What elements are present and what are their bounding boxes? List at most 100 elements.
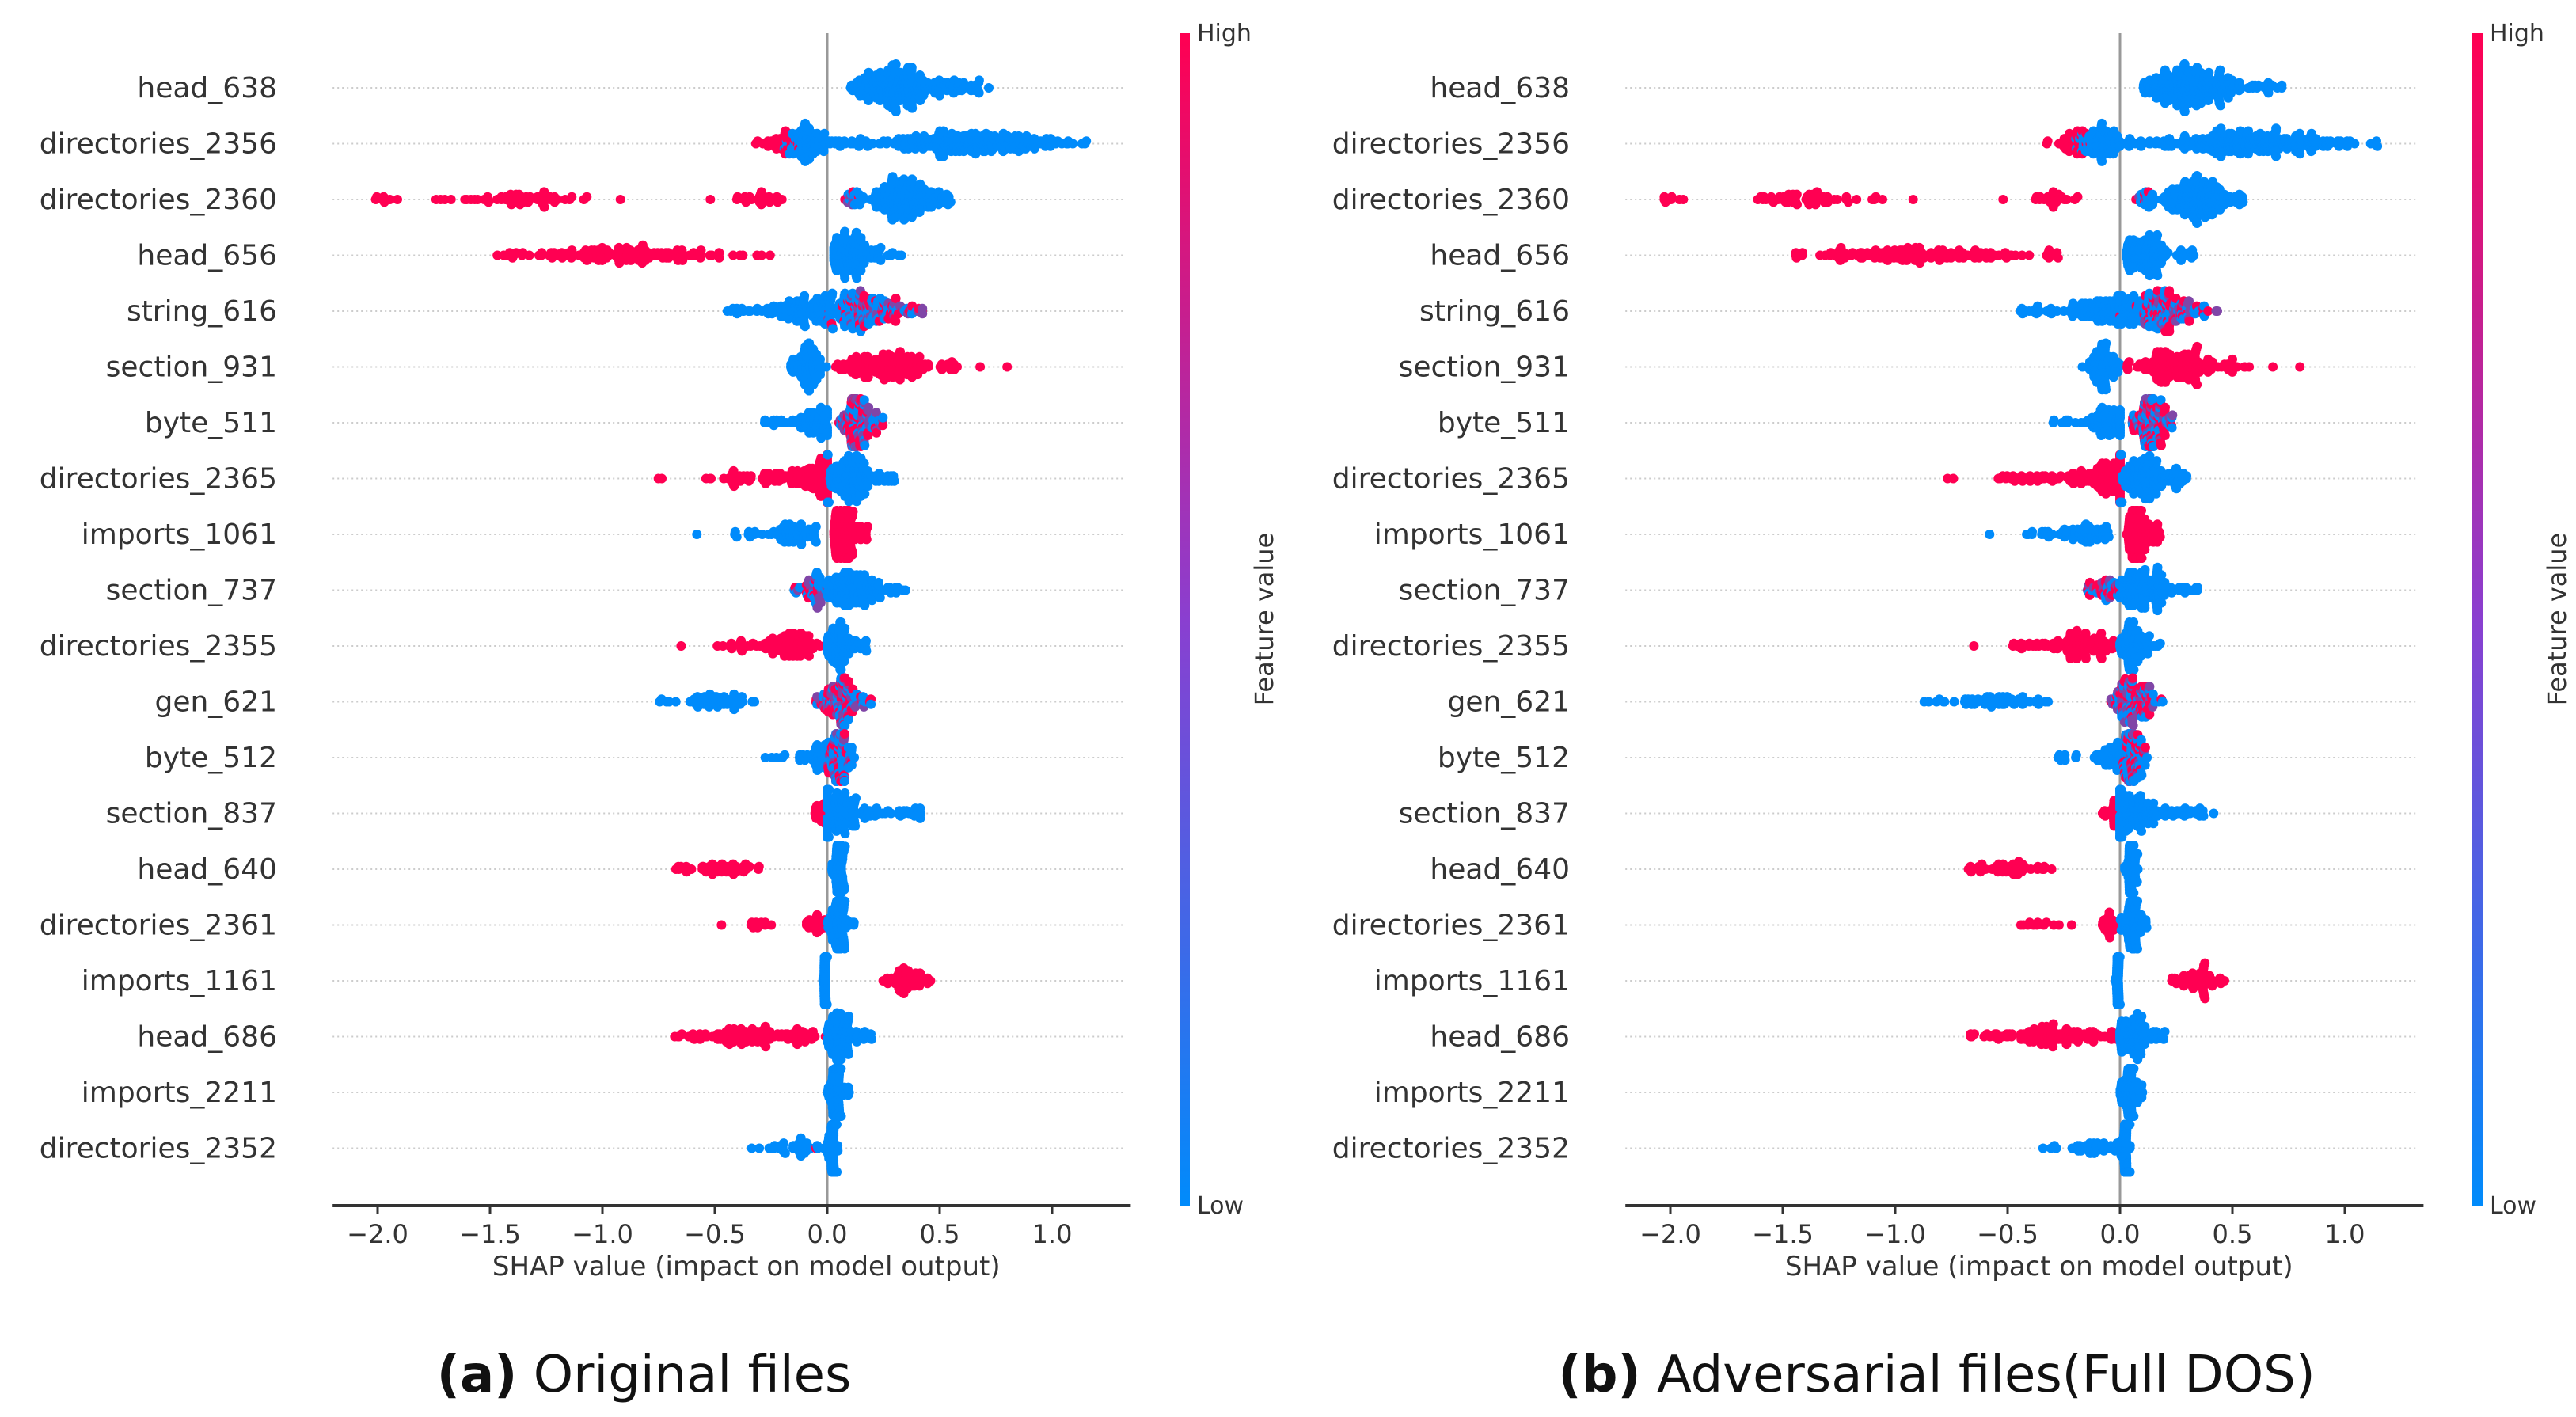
shap-point	[796, 519, 806, 530]
shap-point	[925, 976, 936, 986]
shap-point	[664, 697, 674, 707]
x-tick-label: 0.0	[807, 1219, 848, 1249]
feature-label: directories_2355	[1332, 630, 1570, 663]
feature-label: imports_1161	[82, 965, 277, 997]
feature-label: imports_1061	[1374, 519, 1570, 551]
shap-point	[744, 861, 754, 872]
shap-point	[827, 288, 838, 298]
shap-point	[800, 291, 810, 301]
shap-point	[657, 473, 667, 484]
shap-point	[867, 595, 877, 606]
shap-point	[839, 884, 849, 895]
shap-point	[815, 598, 826, 608]
shap-point	[896, 250, 906, 260]
shap-point	[553, 195, 562, 204]
feature-label: imports_2211	[82, 1077, 277, 1109]
shap-point	[916, 808, 926, 819]
shap-point	[860, 440, 870, 450]
panel-original-files: head_638 directories_2356 directories_2360…	[0, 20, 1288, 1404]
shap-point	[849, 917, 859, 928]
feature-label: section_931	[106, 351, 277, 384]
shap-point	[900, 585, 910, 595]
feature-label: section_837	[106, 798, 277, 830]
feature-label: head_640	[137, 853, 277, 886]
shap-point	[768, 648, 778, 659]
shap-point	[815, 354, 825, 364]
panel-adversarial-files: head_638 directories_2356 directories_2360…	[1293, 0, 2576, 1417]
shap-point	[891, 316, 901, 326]
feature-label: directories_2355	[40, 630, 277, 663]
shap-point	[868, 139, 878, 149]
shap-point	[851, 793, 861, 803]
shap-point	[822, 952, 832, 962]
shap-point	[907, 103, 918, 113]
shap-point	[860, 570, 869, 580]
shap-point	[2216, 101, 2225, 111]
shap-point	[889, 476, 899, 486]
shap-point	[824, 784, 834, 795]
shap-point	[886, 808, 896, 819]
feature-label: directories_2361	[1332, 910, 1570, 942]
shap-point	[718, 641, 728, 651]
shap-point	[840, 841, 850, 852]
shap-point	[780, 750, 790, 760]
shap-point	[525, 192, 535, 202]
x-tick-label: −0.5	[684, 1219, 746, 1249]
shap-point	[754, 861, 764, 872]
shap-point	[2203, 96, 2213, 105]
shap-point	[815, 572, 825, 583]
shap-point	[777, 195, 787, 204]
shap-point	[754, 1143, 765, 1153]
shap-point	[878, 412, 888, 423]
shap-point	[839, 656, 849, 667]
shap-point	[846, 743, 857, 753]
shap-point	[975, 362, 986, 372]
shap-point	[831, 1119, 842, 1130]
shap-point	[761, 1042, 771, 1052]
shap-point	[923, 359, 933, 370]
feature-label: directories_2352	[40, 1133, 277, 1165]
feature-label: head_656	[137, 240, 277, 272]
shap-point	[766, 920, 777, 930]
feature-label: imports_1061	[82, 519, 277, 551]
shap-point	[836, 665, 846, 674]
shap-point	[843, 714, 853, 724]
shap-point	[686, 864, 697, 874]
shap-point	[692, 530, 702, 539]
shap-point	[705, 195, 716, 204]
colorbar-low-label: Low	[1197, 1192, 1244, 1220]
feature-label: string_616	[127, 295, 277, 328]
shap-point	[895, 347, 905, 357]
shap-point	[727, 644, 737, 654]
feature-label: directories_2360	[1332, 184, 1570, 216]
shap-point	[907, 174, 918, 184]
shap-point	[783, 313, 793, 324]
shap-point	[745, 306, 755, 316]
shap-point	[864, 67, 874, 78]
shap-point	[839, 729, 849, 739]
caption-original-files: (a) Original files	[0, 1346, 1288, 1404]
shap-point	[778, 1138, 788, 1149]
shap-point	[891, 59, 901, 69]
feature-label: head_638	[137, 72, 277, 104]
shap-point	[849, 753, 860, 762]
feature-label: directories_2361	[40, 910, 277, 942]
feature-label: directories_2365	[40, 463, 277, 496]
shap-point	[974, 75, 984, 85]
shap-point	[746, 471, 756, 481]
shap-point	[747, 1143, 757, 1153]
shap-point	[867, 1034, 876, 1044]
shap-point	[2277, 80, 2287, 90]
shap-point	[846, 760, 857, 770]
shap-point	[895, 374, 905, 385]
shap-point	[891, 107, 901, 116]
feature-label: directories_2356	[1332, 128, 1570, 161]
shap-point	[760, 753, 770, 762]
x-tick-label: −1.5	[459, 1219, 521, 1249]
shap-point	[1002, 362, 1013, 372]
shap-point	[860, 600, 870, 610]
shap-point	[828, 324, 838, 334]
shap-point	[863, 481, 873, 492]
shap-point	[839, 777, 849, 786]
shap-point	[822, 1000, 832, 1009]
